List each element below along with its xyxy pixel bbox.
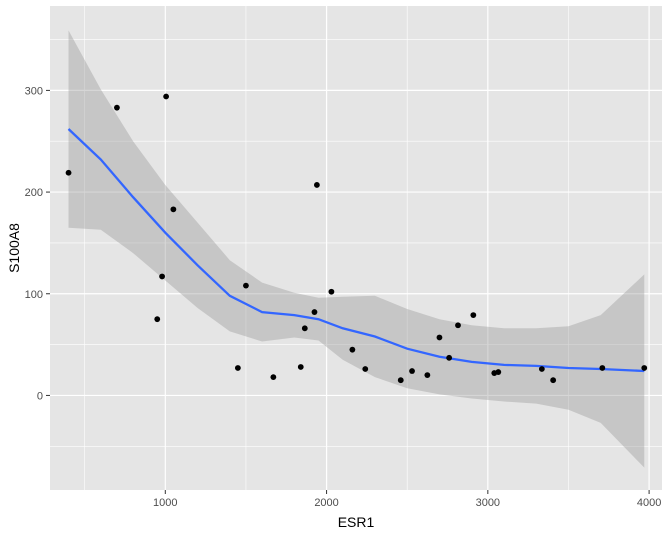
y-axis: 0 100 200 300 [25,85,50,402]
plot-panel [50,6,662,490]
data-point [65,169,72,176]
data-point [550,377,557,384]
data-point [297,364,304,370]
data-point [362,366,369,372]
x-tick-label: 1000 [153,497,177,509]
data-point [409,368,415,374]
major-gridlines [50,6,662,490]
data-point [114,104,120,111]
data-point [599,365,606,371]
data-point [455,322,461,329]
x-axis: 1000 2000 3000 4000 [153,490,661,509]
data-point [270,374,277,381]
smooth-line [67,128,645,373]
data-point [311,309,318,315]
confidence-band [68,30,645,468]
data-point [424,372,431,379]
y-axis-title: S100A8 [6,223,22,273]
x-tick-label: 2000 [314,497,338,509]
data-point [538,366,545,372]
x-tick-label: 4000 [637,497,661,509]
data-point [495,369,502,375]
x-tick-label: 3000 [476,497,500,509]
y-tick-label: 300 [25,85,43,97]
y-tick-label: 100 [25,289,43,301]
minor-gridlines [50,6,662,490]
data-point [313,182,320,188]
data-point [234,365,241,371]
data-point [349,346,356,353]
y-tick-label: 0 [37,390,43,402]
data-point [163,93,170,100]
data-points [65,93,648,384]
data-point [446,354,453,361]
data-point [301,325,308,332]
y-tick-label: 200 [25,187,43,199]
data-point [243,282,249,289]
data-point [641,365,648,371]
data-point [470,312,477,319]
data-point [328,288,335,295]
data-point [436,334,443,341]
data-point [159,273,165,280]
data-point [397,377,404,384]
x-axis-title: ESR1 [338,514,375,530]
data-point [170,206,177,213]
data-point [154,316,161,323]
